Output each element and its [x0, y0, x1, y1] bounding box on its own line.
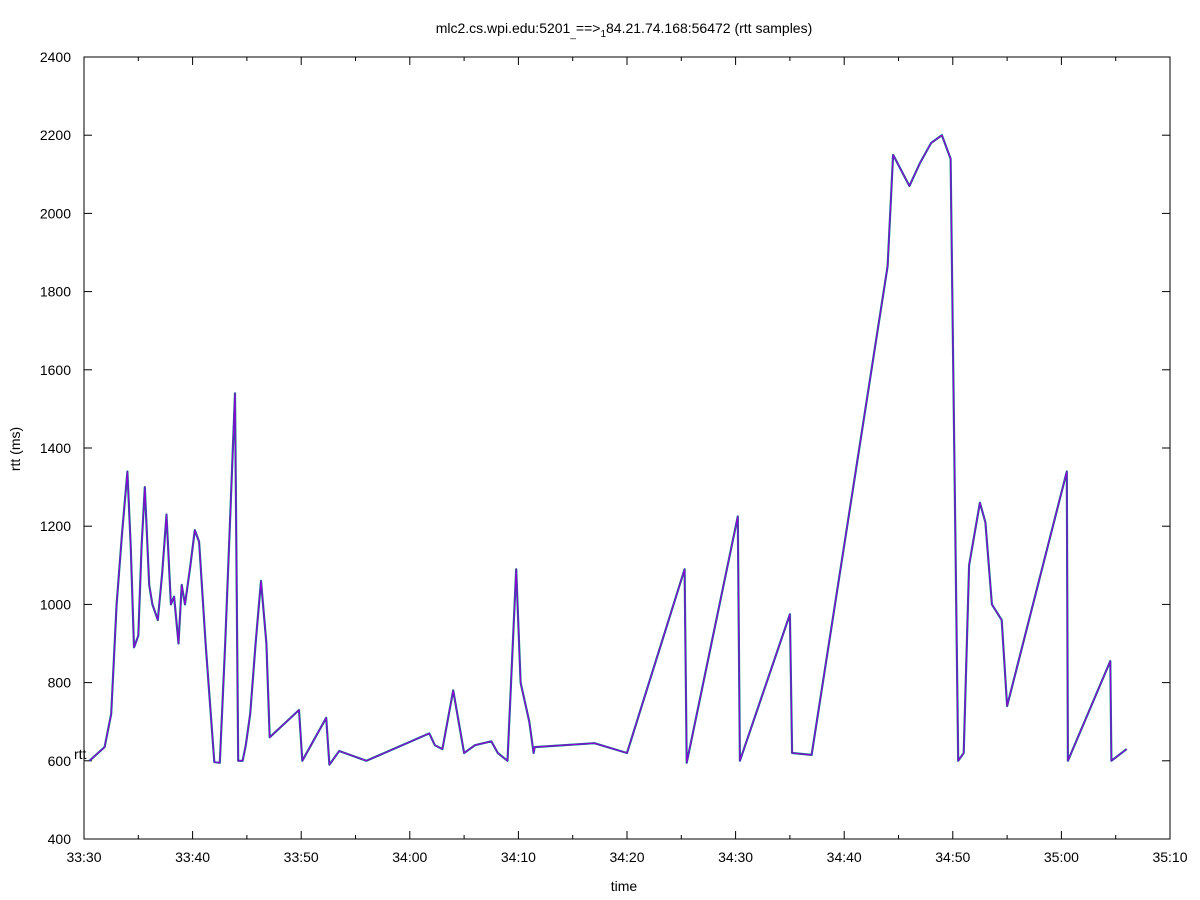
- x-tick-label: 34:20: [609, 849, 644, 865]
- y-tick-label: 2000: [40, 205, 71, 221]
- x-tick-label: 35:00: [1044, 849, 1079, 865]
- y-tick-label: 1800: [40, 284, 71, 300]
- series-line-secondary: [88, 134, 1128, 766]
- series-line-primary: [89, 134, 1127, 766]
- plot-frame: [83, 56, 1171, 840]
- chart-title-sub2: 1: [600, 29, 606, 40]
- x-axis-label: time: [611, 878, 638, 894]
- y-tick-label: 400: [48, 831, 72, 847]
- chart-title: mlc2.cs.wpi.edu:5201_==>184.21.74.168:56…: [436, 20, 813, 40]
- y-tick-label: 2200: [40, 127, 71, 143]
- rtt-annotation: rtt: [74, 746, 87, 762]
- x-tick-label: 33:50: [284, 849, 319, 865]
- y-tick-label: 1000: [40, 596, 71, 612]
- x-tick-label: 33:40: [175, 849, 210, 865]
- y-axis: 400 600 800 1000 1200 1400 1600 1800 2000 2200 240…: [40, 49, 1170, 847]
- x-tick-label: 34:10: [501, 849, 536, 865]
- chart-title-main: mlc2.cs.wpi.edu:5201: [436, 20, 571, 36]
- y-tick-label: 1200: [40, 518, 71, 534]
- chart-title-sub1: _: [569, 29, 576, 40]
- x-tick-label: 34:30: [718, 849, 753, 865]
- y-axis-label: rtt (ms): [7, 427, 23, 471]
- y-tick-label: 1400: [40, 440, 71, 456]
- x-tick-label: 34:00: [392, 849, 427, 865]
- series-line-tertiary: [88, 134, 1128, 766]
- chart-title-tail: 84.21.74.168:56472 (rtt samples): [606, 20, 812, 36]
- x-tick-label: 33:30: [66, 849, 101, 865]
- series-group: [88, 134, 1128, 766]
- y-tick-label: 600: [48, 753, 72, 769]
- x-tick-label: 34:50: [935, 849, 970, 865]
- chart-title-arrow: ==>: [576, 20, 601, 36]
- y-tick-label: 800: [48, 675, 72, 691]
- x-tick-label: 35:10: [1152, 849, 1187, 865]
- x-tick-label: 34:40: [827, 849, 862, 865]
- y-tick-label: 2400: [40, 49, 71, 65]
- y-tick-label: 1600: [40, 362, 71, 378]
- x-axis: 33:30 33:40 33:50 34:00 34:10 34:20 34:30 34:40…: [66, 57, 1188, 865]
